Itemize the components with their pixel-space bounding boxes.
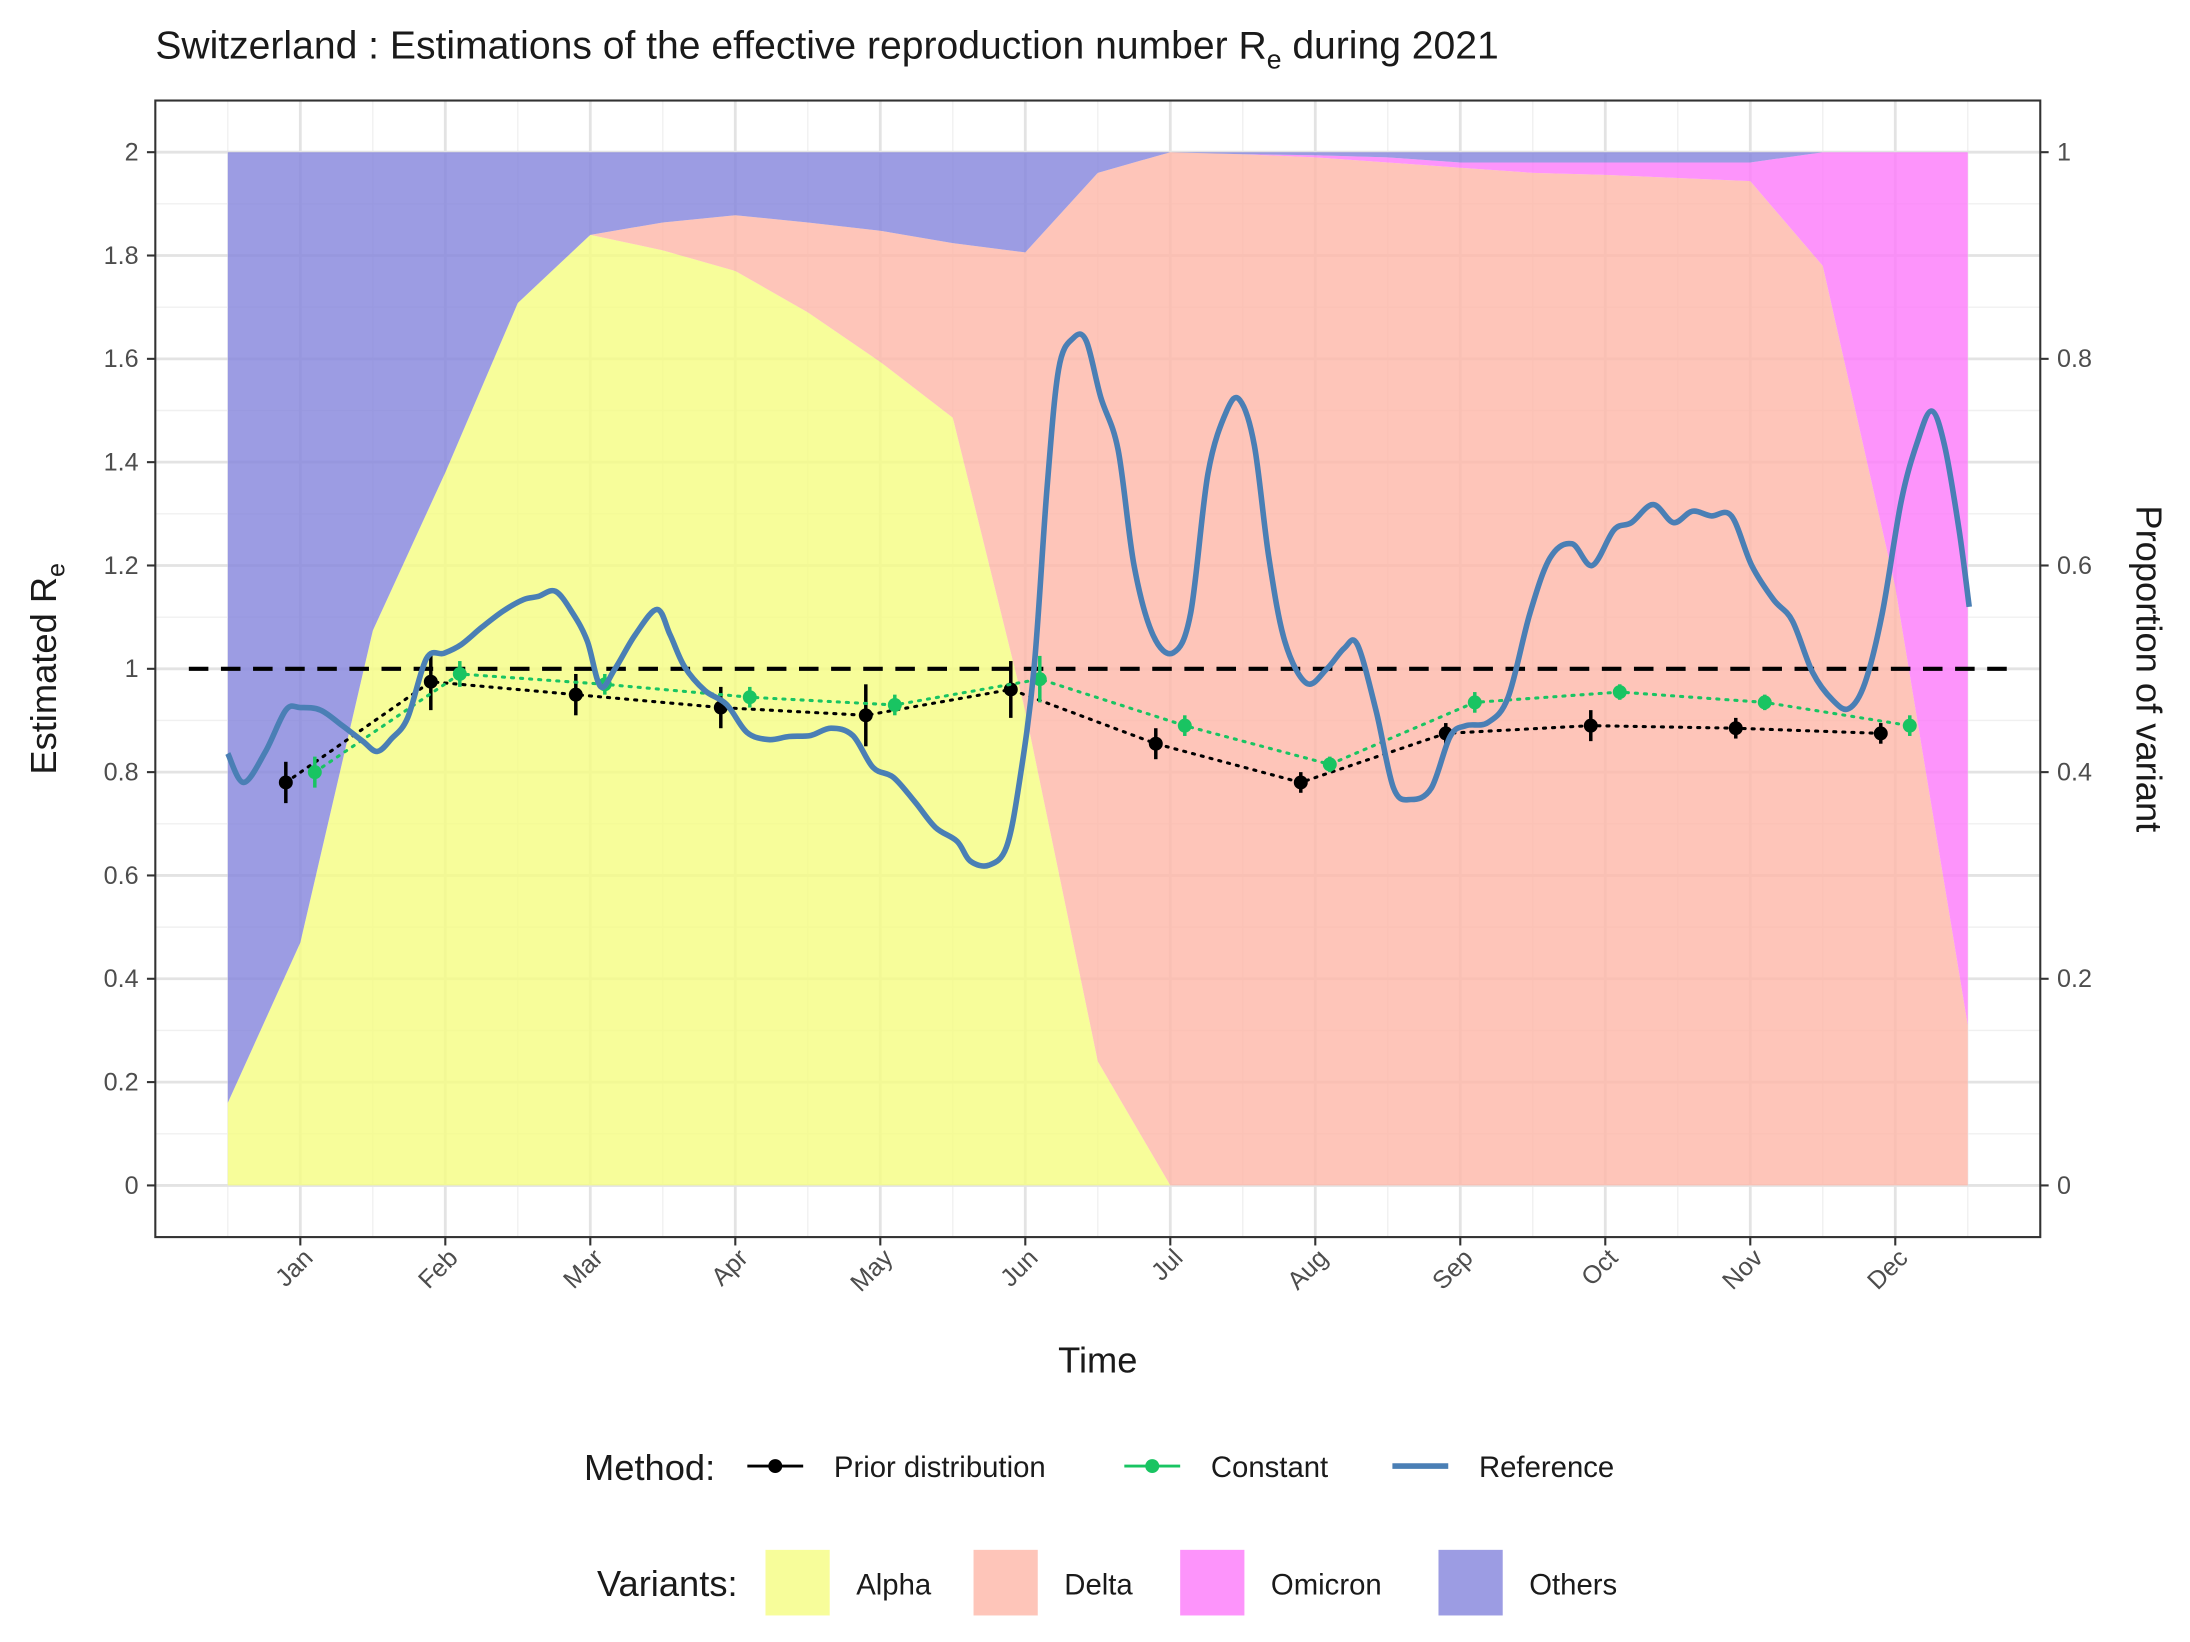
- y2-tick-label: 1: [2057, 139, 2071, 167]
- legend-key-point: [1145, 1459, 1160, 1474]
- point: [568, 687, 583, 702]
- legend-title: Method:: [584, 1447, 715, 1488]
- legend-label: Prior distribution: [834, 1451, 1046, 1484]
- y-tick-label: 2: [125, 139, 139, 167]
- legend-label: Reference: [1479, 1451, 1614, 1484]
- y2-axis-title: Proportion of variant: [2129, 505, 2170, 832]
- point: [1293, 775, 1308, 790]
- y-title-subscript: e: [43, 563, 71, 577]
- point: [278, 775, 293, 790]
- plot-area: 0 0.2 0.4 0.6 0.8 1 1.2 1.4 1.6 1.8 2 0 0.2 0.4 0.6 0.8…: [104, 99, 2092, 1297]
- y-axis-title: Estimated Re: [23, 563, 70, 775]
- title-text: during 2021: [1281, 25, 1498, 68]
- y2-tick-label: 0.6: [2057, 552, 2092, 580]
- y2-tick-label: 0.8: [2057, 345, 2092, 373]
- y-tick-label: 0.2: [104, 1068, 139, 1096]
- point: [307, 765, 322, 780]
- y-tick-label: 1.6: [104, 345, 139, 373]
- point: [1467, 695, 1482, 710]
- point: [1583, 718, 1598, 733]
- point: [452, 666, 467, 681]
- y-tick-label: 1.4: [104, 449, 139, 477]
- point: [1728, 721, 1743, 736]
- point: [887, 697, 902, 712]
- legend-key-point: [768, 1459, 783, 1474]
- legend-label: Omicron: [1271, 1569, 1382, 1602]
- legend-key-swatch: [973, 1549, 1038, 1616]
- point: [1902, 718, 1917, 733]
- point: [1148, 736, 1163, 751]
- series-dotted-line: [313, 672, 1912, 774]
- y-tick-label: 1: [125, 655, 139, 683]
- chart-title: Switzerland : Estimations of the effecti…: [155, 25, 1498, 75]
- legend-key-swatch: [1180, 1549, 1245, 1616]
- title-text: Switzerland : Estimations of the effecti…: [155, 25, 1266, 68]
- x-axis-title: Time: [1058, 1340, 1137, 1381]
- legend-label: Alpha: [856, 1569, 932, 1602]
- legend-key-swatch: [765, 1549, 830, 1616]
- series-line: [225, 331, 1972, 869]
- point: [1177, 718, 1192, 733]
- y-title-text: Estimated R: [23, 577, 64, 775]
- y2-tick-label: 0.2: [2057, 965, 2092, 993]
- point: [1873, 726, 1888, 741]
- point: [1757, 695, 1772, 710]
- point: [858, 708, 873, 723]
- series-dotted-line: [284, 680, 1883, 785]
- point: [423, 674, 438, 689]
- point: [742, 690, 757, 705]
- point: [1032, 672, 1047, 687]
- legend-label: Constant: [1211, 1451, 1328, 1484]
- legend-title: Variants:: [597, 1563, 738, 1604]
- variant-area: [227, 152, 1968, 1103]
- y2-tick-label: 0: [2057, 1172, 2071, 1200]
- y2-tick-label: 0.4: [2057, 759, 2092, 787]
- y-tick-label: 0.6: [104, 862, 139, 890]
- y-tick-label: 0.8: [104, 759, 139, 787]
- y-tick-label: 1.8: [104, 242, 139, 270]
- y-tick-label: 0: [125, 1172, 139, 1200]
- y-tick-label: 0.4: [104, 965, 139, 993]
- variant-area: [227, 234, 1968, 1186]
- legend-label: Others: [1529, 1569, 1617, 1602]
- y-tick-label: 1.2: [104, 552, 139, 580]
- point: [1322, 757, 1337, 772]
- title-subscript: e: [1267, 44, 1282, 74]
- legend-label: Delta: [1064, 1569, 1133, 1602]
- point: [1612, 685, 1627, 700]
- legend: Prior distribution Constant Reference Alpha…: [747, 1451, 1617, 1616]
- legend-key-swatch: [1438, 1549, 1503, 1616]
